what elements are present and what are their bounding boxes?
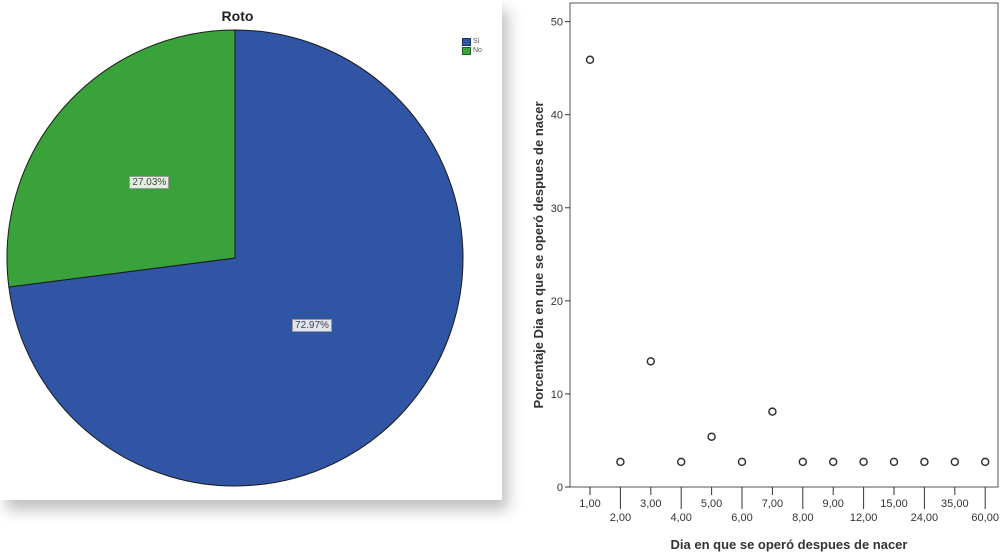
legend-label-1: No bbox=[473, 47, 482, 54]
pie-slice-label-0: 72.97% bbox=[292, 319, 332, 333]
legend-item-1: No bbox=[462, 46, 482, 55]
plot-area bbox=[569, 2, 999, 488]
y-tick-label-5: 50 bbox=[551, 17, 563, 29]
pie-chart-panel: Roto Sí No 72.97% 27.03% bbox=[0, 0, 502, 500]
x-tick-label-6: 7,00 bbox=[762, 498, 783, 510]
pie-chart-title: Roto bbox=[221, 8, 254, 24]
pie-chart bbox=[6, 29, 464, 487]
x-tick-label-13: 60,00 bbox=[971, 512, 999, 524]
x-tick-label-0: 1,00 bbox=[579, 498, 600, 510]
legend-label-0: Sí bbox=[473, 38, 480, 45]
x-tick-label-4: 5,00 bbox=[701, 498, 722, 510]
y-axis-label: Porcentaje Dia en que se operó despues d… bbox=[531, 101, 546, 408]
data-point-5 bbox=[737, 457, 747, 467]
x-tick-label-1: 2,00 bbox=[610, 512, 631, 524]
pie-slice-1 bbox=[6, 29, 236, 288]
legend-swatch-1 bbox=[462, 46, 471, 55]
y-tick-label-3: 30 bbox=[551, 203, 563, 215]
x-tick-label-9: 12,00 bbox=[850, 512, 878, 524]
x-tick-label-5: 6,00 bbox=[731, 512, 752, 524]
x-tick-label-10: 15,00 bbox=[880, 498, 908, 510]
data-point-11 bbox=[920, 457, 929, 467]
data-point-8 bbox=[828, 457, 838, 467]
x-axis-label: Dia en que se operó despues de nacer bbox=[671, 537, 908, 552]
legend-item-0: Sí bbox=[462, 37, 482, 46]
x-tick-label-3: 4,00 bbox=[670, 512, 691, 524]
y-tick-label-2: 20 bbox=[551, 296, 563, 308]
x-tick-label-2: 3,00 bbox=[640, 498, 661, 510]
x-tick-label-11: 24,00 bbox=[911, 512, 939, 524]
scatter-chart: 0 10 20 30 40 50 1,00 2,00 3,00 4,00 5,00 6,00 7,00 8… bbox=[531, 2, 999, 552]
data-point-1 bbox=[616, 457, 625, 467]
data-point-10 bbox=[889, 457, 899, 467]
x-tick-label-8: 9,00 bbox=[822, 498, 843, 510]
data-point-7 bbox=[798, 457, 808, 467]
pie-slice-0 bbox=[8, 29, 464, 487]
data-point-12 bbox=[950, 457, 960, 467]
legend-swatch-0 bbox=[462, 37, 471, 46]
x-tick-label-7: 8,00 bbox=[792, 512, 813, 524]
data-point-6 bbox=[768, 407, 777, 416]
data-point-2 bbox=[646, 357, 656, 366]
data-point-0 bbox=[585, 55, 595, 65]
pie-slice-label-1: 27.03% bbox=[129, 176, 170, 190]
data-point-13 bbox=[980, 457, 990, 467]
y-tick-label-4: 40 bbox=[551, 110, 563, 122]
data-point-3 bbox=[676, 457, 686, 467]
x-tick-label-12: 35,00 bbox=[941, 498, 969, 510]
data-point-9 bbox=[859, 457, 868, 467]
y-tick-label-1: 10 bbox=[551, 389, 563, 401]
y-tick-label-0: 0 bbox=[557, 482, 563, 494]
data-point-4 bbox=[707, 432, 716, 441]
pie-legend: Sí No bbox=[462, 37, 482, 55]
